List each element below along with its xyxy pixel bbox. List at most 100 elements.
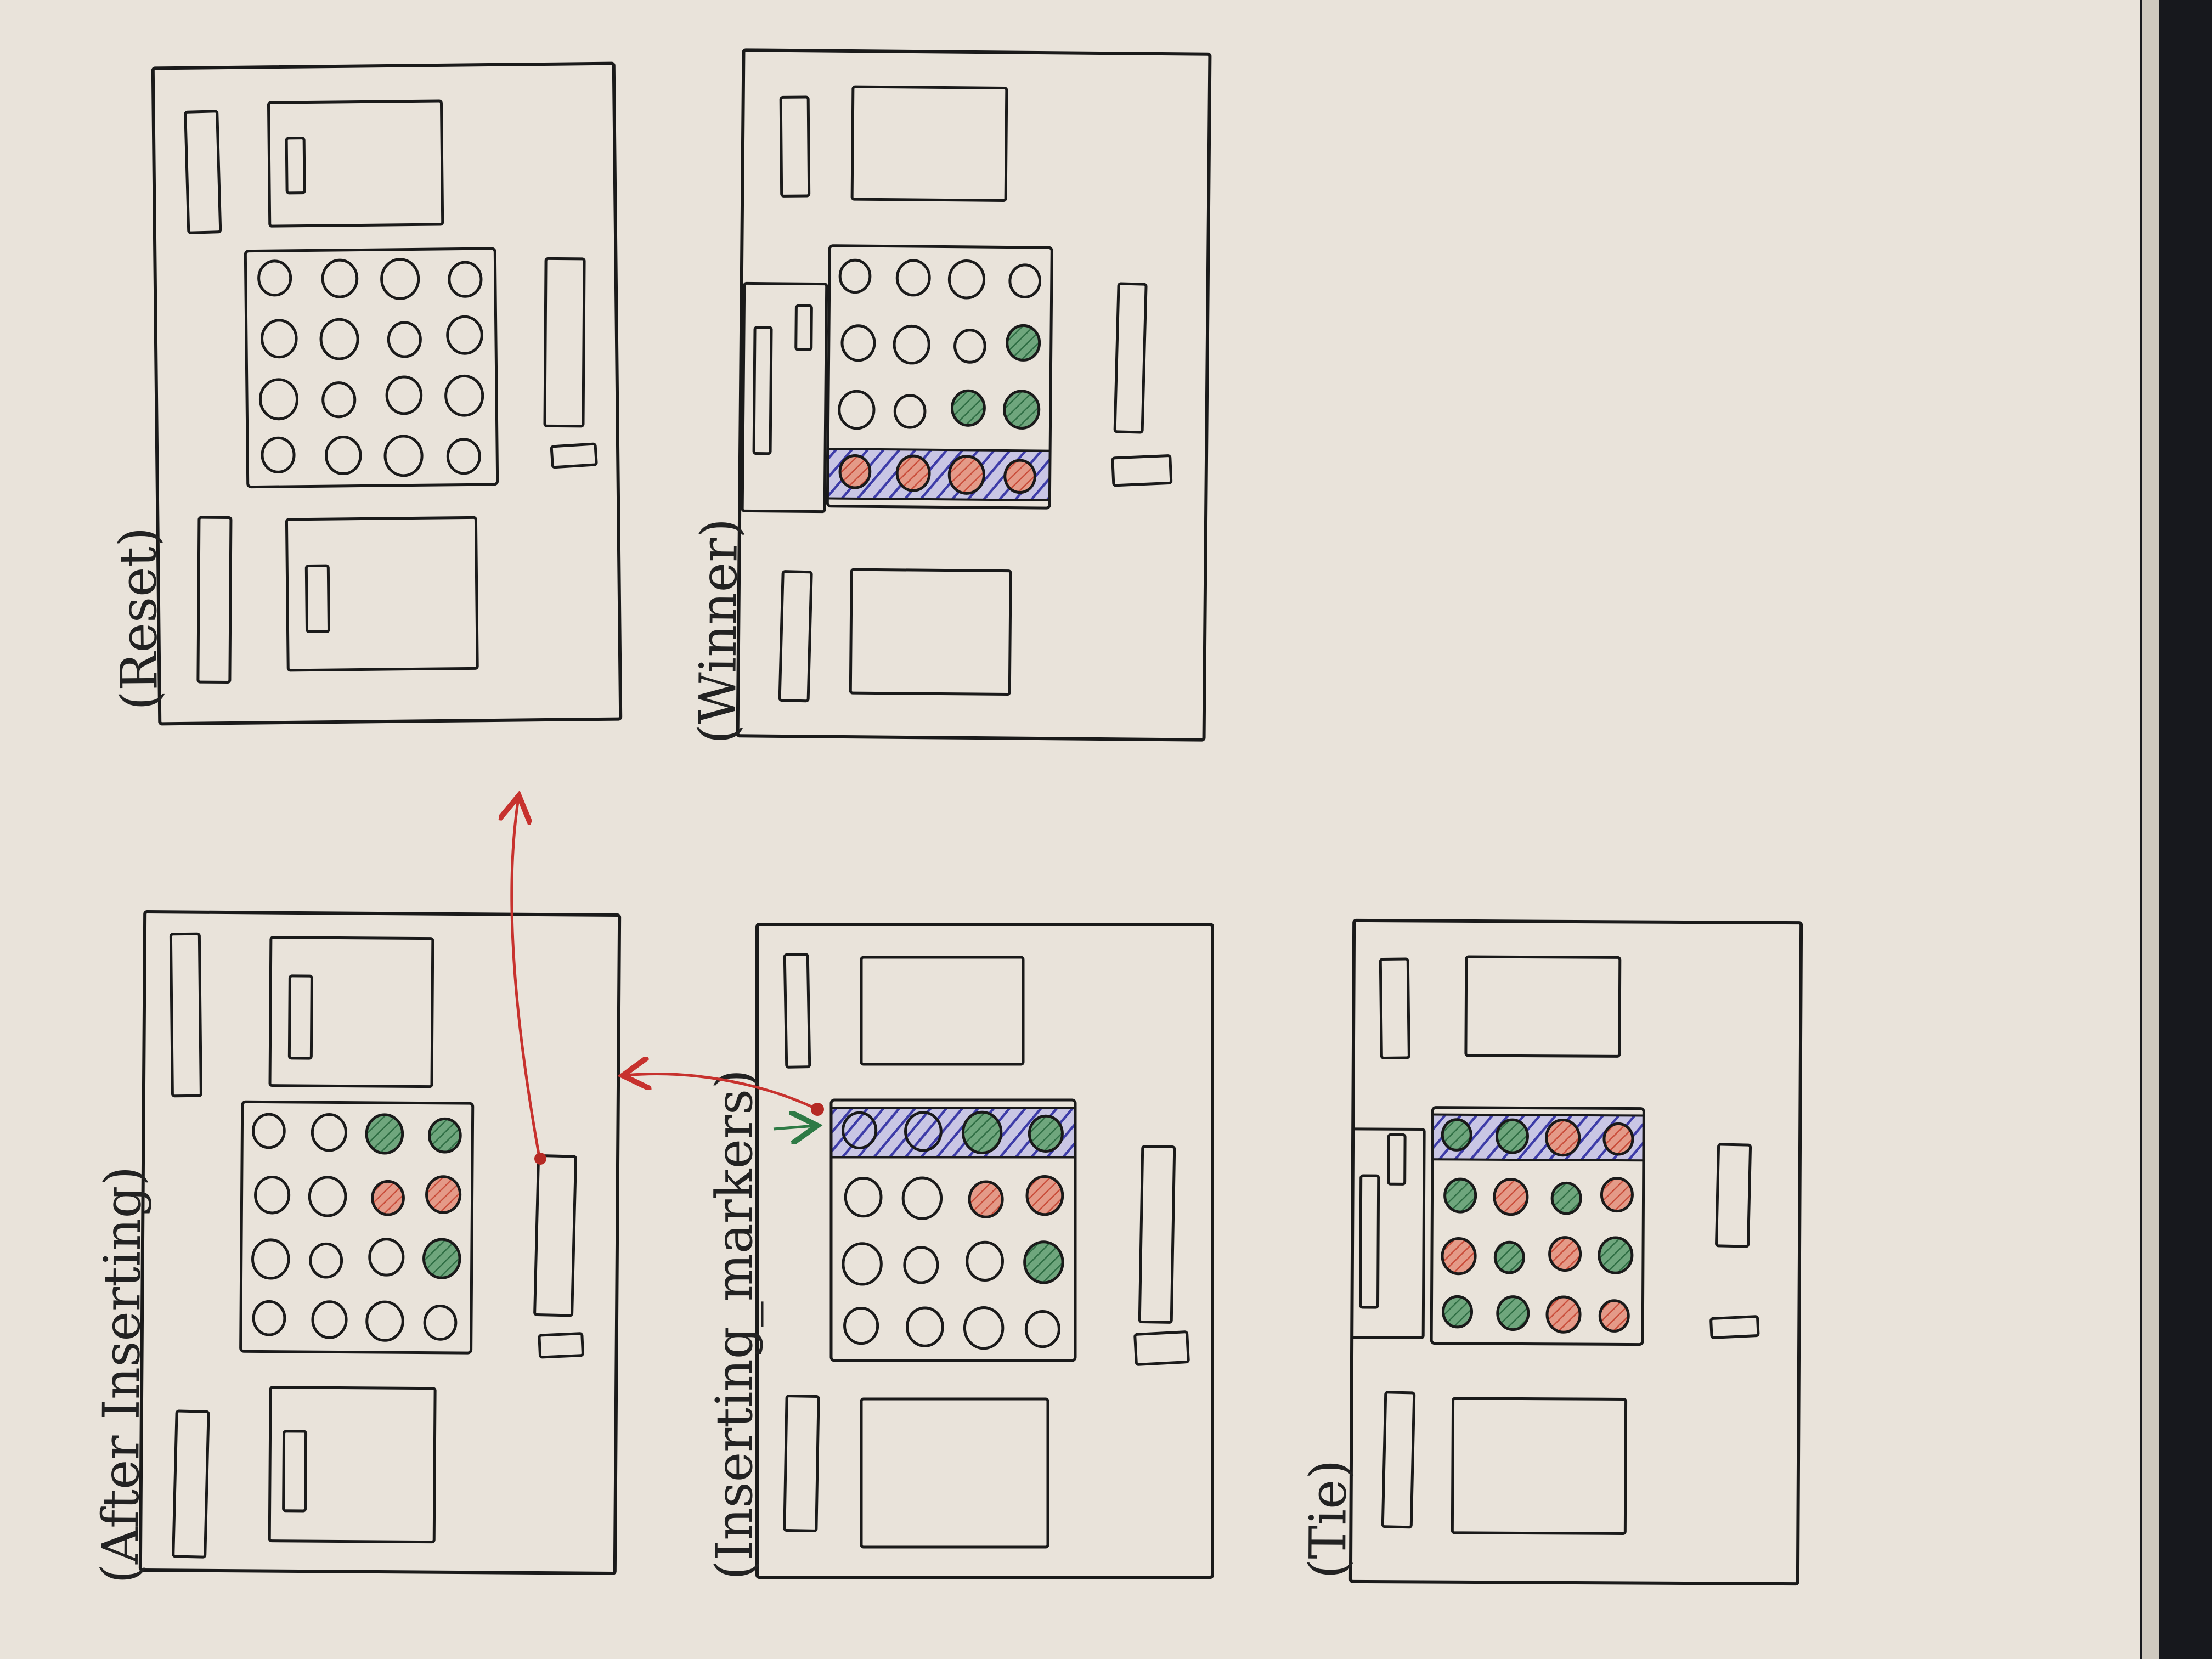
empty-circle-icon — [444, 374, 484, 417]
red-circle-icon — [1025, 1175, 1064, 1216]
left-panel-tab — [1387, 1133, 1407, 1186]
top-side-slot — [1379, 957, 1410, 1060]
board-frame — [826, 244, 1053, 510]
bottom-panel-tab — [304, 564, 330, 634]
empty-circle-icon — [383, 435, 424, 477]
bottom-panel — [849, 568, 1012, 696]
board — [826, 244, 1053, 510]
left-panel-slot — [752, 326, 773, 455]
right-slot — [543, 257, 586, 428]
red-circle-icon — [1441, 1237, 1477, 1276]
empty-circle-icon — [385, 375, 423, 415]
sketch-caption: (After Inserting) — [91, 1166, 153, 1584]
empty-circle-icon — [311, 1113, 347, 1152]
empty-circle-icon — [953, 329, 986, 364]
empty-circle-icon — [321, 258, 359, 298]
green-circle-icon — [1550, 1181, 1582, 1215]
empty-circle-icon — [446, 438, 481, 475]
empty-circle-icon — [252, 1300, 286, 1336]
sketch-reset: (Reset) — [109, 61, 623, 726]
empty-circle-icon — [258, 378, 299, 421]
top-panel-tab — [285, 137, 306, 195]
sketch-frame — [151, 61, 623, 726]
red-circle-icon — [1600, 1177, 1634, 1213]
empty-circle-icon — [380, 258, 420, 300]
green-circle-icon — [950, 389, 986, 427]
empty-circle-icon — [261, 319, 298, 359]
sketch-frame — [138, 910, 622, 1575]
bottom-side-slot — [1381, 1391, 1416, 1529]
red-circle-icon — [1545, 1295, 1582, 1334]
bottom-side-slot — [783, 1395, 820, 1532]
empty-circle-icon — [843, 1306, 879, 1345]
empty-circle-icon — [365, 1300, 404, 1342]
board-frame — [239, 1100, 475, 1355]
empty-circle-icon — [893, 324, 930, 365]
green-circle-icon — [1493, 1240, 1525, 1274]
green-circle-icon — [1495, 1118, 1529, 1154]
red-circle-icon — [1602, 1122, 1634, 1156]
empty-circle-icon — [387, 321, 422, 358]
empty-circle-icon — [895, 259, 931, 297]
empty-circle-icon — [963, 1306, 1005, 1350]
board — [1430, 1106, 1645, 1346]
green-circle-icon — [1028, 1114, 1064, 1153]
right-small-button — [1111, 454, 1173, 487]
bottom-panel — [285, 516, 479, 672]
red-circle-icon — [425, 1175, 462, 1214]
empty-circle-icon — [319, 318, 359, 360]
sketch-inserting-markers: (Inserting_markers) — [705, 923, 1214, 1580]
sketch-tie: (Tie) — [1299, 918, 1803, 1586]
green-circle-icon — [422, 1238, 461, 1279]
top-side-slot — [184, 110, 222, 234]
top-panel — [1464, 955, 1622, 1058]
board-frame — [244, 247, 499, 489]
empty-circle-icon — [257, 259, 292, 297]
board — [244, 247, 499, 489]
empty-circle-icon — [840, 324, 876, 362]
green-circle-icon — [1496, 1295, 1530, 1331]
green-circle-icon — [961, 1110, 1003, 1155]
empty-circle-icon — [251, 1238, 290, 1280]
green-circle-icon — [365, 1113, 404, 1155]
green-circle-icon — [1441, 1118, 1472, 1152]
right-slot — [533, 1154, 578, 1317]
sketch-frame — [755, 923, 1214, 1579]
red-circle-icon — [895, 454, 931, 492]
board — [830, 1098, 1077, 1362]
empty-circle-icon — [906, 1306, 944, 1347]
red-circle-icon — [1003, 459, 1036, 494]
empty-circle-icon — [309, 1242, 343, 1279]
sketch-caption: (Reset) — [109, 527, 169, 710]
empty-circle-icon — [947, 259, 986, 300]
red-circle-icon — [1545, 1118, 1581, 1157]
bottom-side-slot — [172, 1409, 210, 1559]
empty-circle-icon — [254, 1176, 291, 1215]
left-panel — [741, 281, 828, 514]
bottom-panel-tab — [282, 1430, 308, 1513]
board-frame — [1430, 1106, 1645, 1346]
arrow-after-to-reset — [512, 798, 542, 1164]
empty-circle-icon — [311, 1300, 348, 1339]
empty-circle-icon — [1024, 1310, 1060, 1348]
green-circle-icon — [1442, 1295, 1474, 1329]
bottom-side-slot — [778, 570, 813, 703]
empty-circle-icon — [904, 1111, 943, 1152]
green-circle-icon — [1003, 390, 1041, 430]
arrow-inserting-to-after — [625, 1074, 819, 1111]
bottom-panel — [860, 1397, 1049, 1549]
empty-circle-icon — [252, 1113, 286, 1149]
empty-circle-icon — [446, 315, 483, 355]
top-panel — [268, 936, 435, 1088]
empty-circle-icon — [966, 1240, 1004, 1282]
red-circle-icon — [1598, 1299, 1630, 1333]
empty-circle-icon — [321, 381, 357, 419]
empty-circle-icon — [842, 1242, 883, 1286]
top-side-slot — [779, 95, 811, 198]
red-circle-icon — [838, 454, 872, 489]
sketch-caption: (Winner) — [688, 518, 749, 744]
empty-circle-icon — [893, 394, 927, 429]
left-panel-tab — [794, 304, 813, 351]
